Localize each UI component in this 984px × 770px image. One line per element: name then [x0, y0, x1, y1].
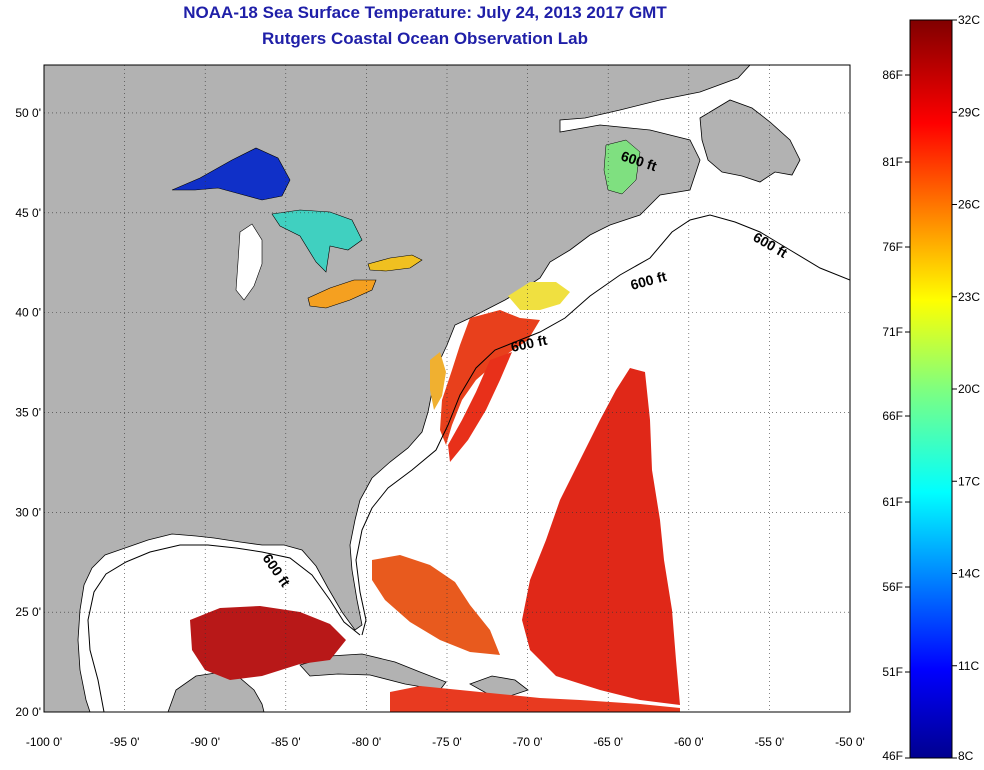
colorbar-label-celsius: 8C [958, 749, 974, 763]
longitude-label: -60 0' [674, 735, 704, 749]
sst-caribbean [390, 686, 680, 712]
sst-coastal-band [440, 310, 540, 445]
sst-chesapeake [430, 352, 446, 410]
sst-bahamas [372, 555, 500, 655]
colorbar-label-celsius: 23C [958, 290, 980, 304]
colorbar-label-fahrenheit: 71F [882, 325, 903, 339]
colorbar-label-fahrenheit: 86F [882, 68, 903, 82]
longitude-label: -75 0' [432, 735, 462, 749]
lake-michigan [235, 223, 263, 301]
colorbar-label-celsius: 26C [958, 198, 980, 212]
longitude-label: -50 0' [835, 735, 865, 749]
map-subtitle: Rutgers Coastal Ocean Observation Lab [262, 29, 588, 48]
colorbar-ticks: 32C 29C 26C 23C 20C 17C 14C 11C 8C 86F 81F 76F 71F 66… [882, 13, 980, 763]
colorbar-label-fahrenheit: 46F [882, 749, 903, 763]
gulf-st-lawrence-sst [603, 139, 641, 195]
latitude-label: 50 0' [15, 106, 41, 120]
latitude-label: 35 0' [15, 405, 41, 419]
colorbar-label-celsius: 32C [958, 13, 980, 27]
colorbar-label-fahrenheit: 76F [882, 240, 903, 254]
colorbar-label-celsius: 14C [958, 567, 980, 581]
sst-gulf-warm [190, 606, 346, 680]
colorbar-label-fahrenheit: 81F [882, 155, 903, 169]
latitude-label: 40 0' [15, 306, 41, 320]
sst-gulf-of-maine [508, 282, 570, 310]
lake-erie [307, 279, 377, 309]
longitude-label: -100 0' [26, 735, 62, 749]
latitude-label: 30 0' [15, 505, 41, 519]
colorbar-label-celsius: 11C [958, 659, 979, 673]
colorbar-label-celsius: 17C [958, 474, 980, 488]
isobath-600ft [87, 214, 850, 712]
longitude-label: -95 0' [110, 735, 140, 749]
longitude-label: -80 0' [352, 735, 382, 749]
latitude-label: 45 0' [15, 206, 41, 220]
latitude-label: 20 0' [15, 705, 41, 719]
lake-ontario [367, 254, 423, 272]
colorbar-label-fahrenheit: 51F [882, 665, 903, 679]
map-title: NOAA-18 Sea Surface Temperature: July 24… [183, 3, 667, 22]
longitude-label: -70 0' [513, 735, 543, 749]
land-north-america [44, 65, 751, 712]
lake-huron [271, 209, 363, 273]
sst-gulf-stream [448, 352, 512, 462]
lake-superior [171, 147, 291, 201]
latitude-label: 25 0' [15, 605, 41, 619]
colorbar-label-fahrenheit: 56F [882, 580, 903, 594]
longitude-label: -90 0' [190, 735, 220, 749]
land-cuba [299, 653, 447, 691]
longitude-label: -55 0' [755, 735, 785, 749]
land-newfoundland [699, 99, 801, 183]
colorbar [909, 19, 953, 759]
longitude-label: -85 0' [271, 735, 301, 749]
colorbar-label-fahrenheit: 66F [882, 409, 903, 423]
colorbar-label-celsius: 20C [958, 382, 980, 396]
sst-offshore-swath [522, 368, 680, 705]
longitude-label: -65 0' [593, 735, 623, 749]
isobath-label: 600 ft [509, 332, 548, 355]
colorbar-label-celsius: 29C [958, 105, 980, 119]
colorbar-label-fahrenheit: 61F [882, 495, 903, 509]
longitude-axis: -100 0' -95 0' -90 0' -85 0' -80 0' -75 0' -70… [26, 735, 865, 749]
latitude-axis: 50 0' 45 0' 40 0' 35 0' 30 0' 25 0' 20 0' [15, 106, 41, 719]
map-border [43, 64, 851, 713]
